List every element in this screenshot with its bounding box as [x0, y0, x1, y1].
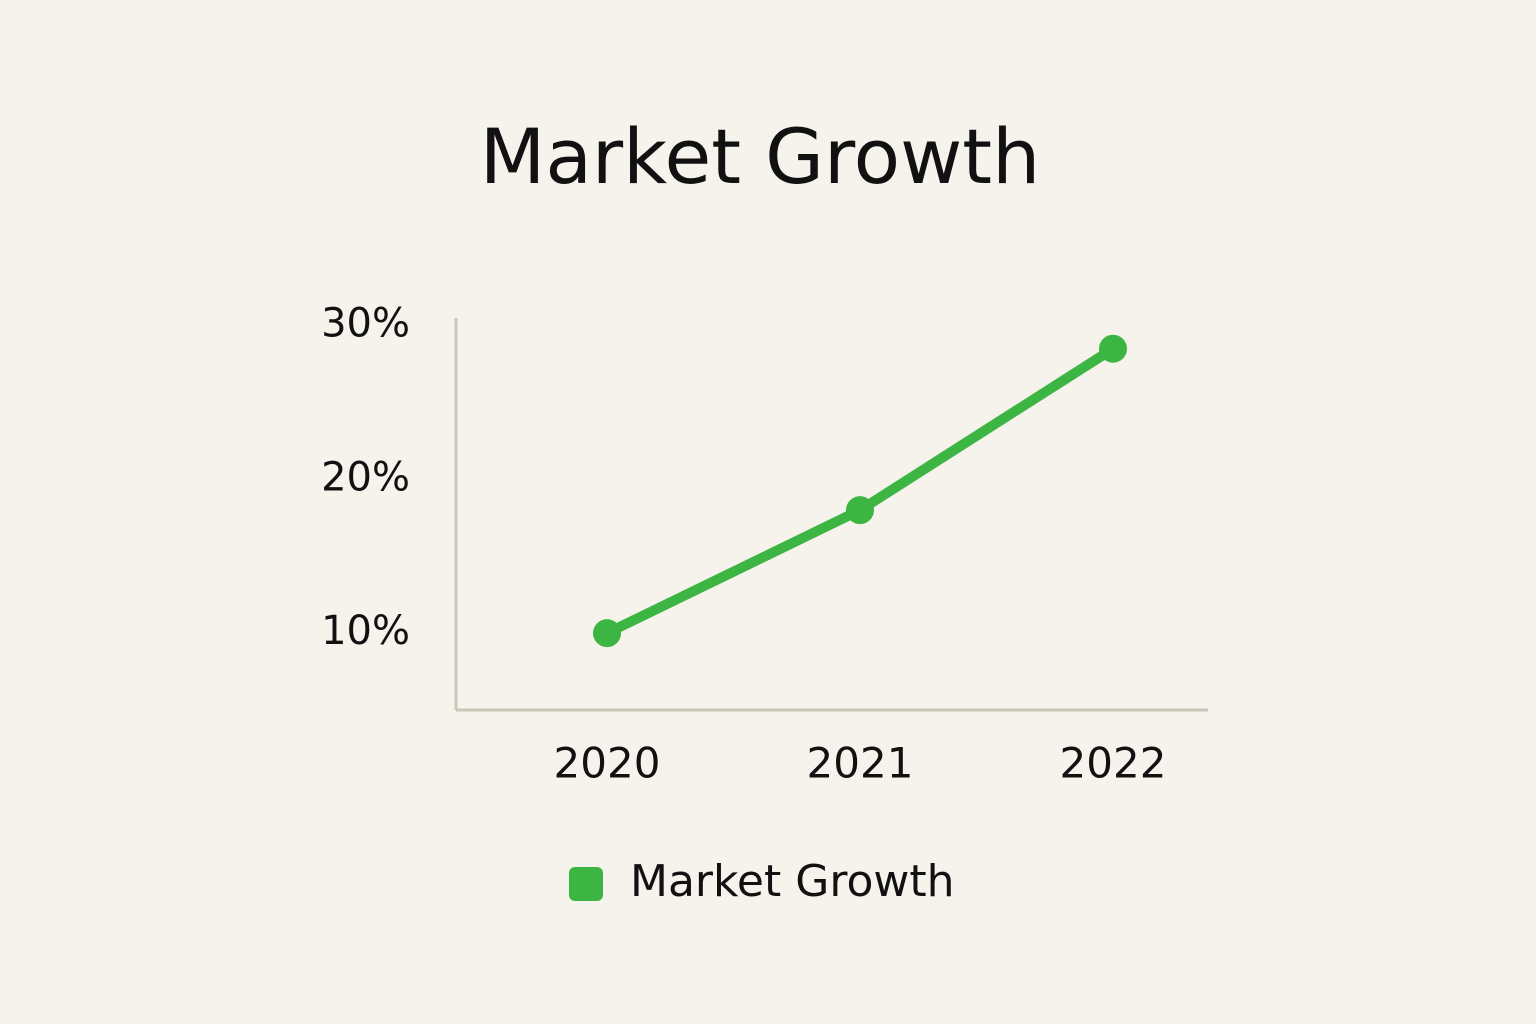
y-tick-label: 30%: [321, 301, 410, 347]
x-tick-label: 2020: [554, 739, 661, 788]
x-tick-label: 2022: [1060, 739, 1167, 788]
data-point: [593, 619, 621, 648]
chart-title: Market Growth: [480, 112, 1041, 201]
x-tick-label: 2021: [807, 739, 914, 788]
legend-label: Market Growth: [630, 856, 955, 907]
y-tick-label: 10%: [321, 608, 410, 654]
y-tick-label: 20%: [321, 454, 410, 500]
legend-swatch: [569, 867, 603, 901]
data-point: [1099, 334, 1127, 363]
data-point: [846, 496, 874, 525]
